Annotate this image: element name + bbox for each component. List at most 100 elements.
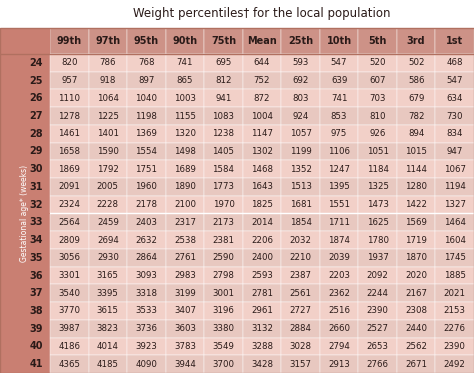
Text: 1144: 1144: [405, 165, 427, 174]
Text: 3533: 3533: [136, 307, 157, 316]
Text: 4090: 4090: [136, 360, 157, 369]
Text: 1057: 1057: [290, 129, 311, 138]
Bar: [89, 213, 127, 231]
Bar: [281, 160, 320, 178]
Text: 2324: 2324: [58, 200, 80, 209]
Text: 95th: 95th: [134, 36, 159, 46]
Text: 36: 36: [29, 270, 43, 280]
Bar: [397, 338, 436, 355]
Bar: [89, 355, 127, 373]
Bar: [320, 196, 358, 213]
Bar: [127, 178, 165, 196]
Text: 3380: 3380: [212, 324, 235, 333]
Text: 2459: 2459: [97, 218, 119, 227]
Text: 2527: 2527: [366, 324, 389, 333]
Bar: [165, 213, 204, 231]
Text: 730: 730: [447, 112, 463, 120]
Text: 1825: 1825: [251, 200, 273, 209]
Text: 1473: 1473: [366, 200, 389, 209]
Text: 1040: 1040: [136, 94, 157, 103]
Bar: [320, 28, 358, 54]
Text: 3093: 3093: [136, 271, 157, 280]
Text: 1780: 1780: [366, 236, 389, 245]
Bar: [127, 160, 165, 178]
Text: 25th: 25th: [288, 36, 313, 46]
Bar: [204, 302, 243, 320]
Text: 2671: 2671: [405, 360, 427, 369]
Bar: [204, 28, 243, 54]
Text: 2930: 2930: [97, 253, 119, 262]
Text: 679: 679: [408, 94, 424, 103]
Bar: [127, 107, 165, 125]
Bar: [204, 355, 243, 373]
Text: 2632: 2632: [136, 236, 157, 245]
Text: 741: 741: [177, 58, 193, 68]
Bar: [358, 142, 397, 160]
Bar: [397, 28, 436, 54]
Bar: [320, 142, 358, 160]
Text: 1302: 1302: [251, 147, 273, 156]
Bar: [281, 125, 320, 142]
Text: 40: 40: [29, 341, 43, 351]
Text: 1461: 1461: [58, 129, 80, 138]
Bar: [243, 302, 281, 320]
Bar: [165, 284, 204, 302]
Bar: [358, 267, 397, 284]
Bar: [89, 267, 127, 284]
Text: 2562: 2562: [405, 342, 427, 351]
Bar: [243, 355, 281, 373]
Bar: [0, 28, 50, 54]
Text: 10th: 10th: [327, 36, 352, 46]
Text: 695: 695: [215, 58, 232, 68]
Text: 2244: 2244: [366, 289, 389, 298]
Text: 2005: 2005: [97, 182, 119, 191]
Bar: [320, 302, 358, 320]
Bar: [397, 160, 436, 178]
Text: 1004: 1004: [251, 112, 273, 120]
Text: 39: 39: [29, 324, 43, 334]
Bar: [50, 72, 89, 90]
Text: 28: 28: [29, 129, 43, 139]
Text: 2593: 2593: [251, 271, 273, 280]
Text: 3944: 3944: [174, 360, 196, 369]
Bar: [204, 196, 243, 213]
Bar: [397, 54, 436, 72]
Bar: [127, 231, 165, 249]
Text: 2381: 2381: [212, 236, 235, 245]
Text: 3615: 3615: [97, 307, 119, 316]
Bar: [50, 284, 89, 302]
Bar: [89, 72, 127, 90]
Bar: [358, 338, 397, 355]
Text: 3770: 3770: [58, 307, 80, 316]
Bar: [436, 178, 474, 196]
Bar: [436, 249, 474, 267]
Text: 1689: 1689: [174, 165, 196, 174]
Bar: [165, 178, 204, 196]
Bar: [320, 90, 358, 107]
Bar: [281, 54, 320, 72]
Text: Gestational age* (weeks): Gestational age* (weeks): [20, 165, 29, 262]
Text: 2039: 2039: [328, 253, 350, 262]
Text: 3rd: 3rd: [407, 36, 426, 46]
Text: 1625: 1625: [366, 218, 389, 227]
Text: 1369: 1369: [136, 129, 157, 138]
Bar: [127, 196, 165, 213]
Text: 741: 741: [331, 94, 347, 103]
Text: 2561: 2561: [290, 289, 311, 298]
Text: 918: 918: [100, 76, 116, 85]
Text: 803: 803: [292, 94, 309, 103]
Bar: [165, 231, 204, 249]
Bar: [89, 107, 127, 125]
Text: 3001: 3001: [212, 289, 235, 298]
Text: 3288: 3288: [251, 342, 273, 351]
Text: 3056: 3056: [58, 253, 80, 262]
Text: 1604: 1604: [444, 236, 466, 245]
Text: 1890: 1890: [174, 182, 196, 191]
Text: 547: 547: [447, 76, 463, 85]
Bar: [127, 125, 165, 142]
Bar: [397, 125, 436, 142]
Bar: [358, 125, 397, 142]
Bar: [281, 231, 320, 249]
Text: 1498: 1498: [174, 147, 196, 156]
Bar: [89, 125, 127, 142]
